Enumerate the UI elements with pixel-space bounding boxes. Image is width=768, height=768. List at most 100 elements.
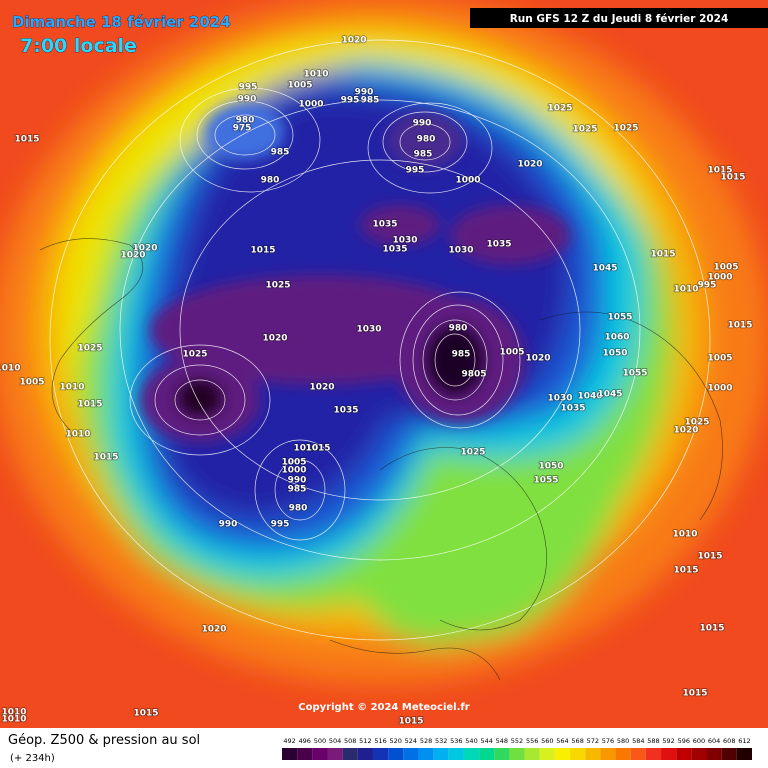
- isobar-label: 9805: [461, 370, 486, 380]
- isobar-label: 1010: [0, 364, 21, 374]
- isobar-label: 1015: [697, 552, 722, 562]
- colorbar-swatch: [418, 748, 434, 760]
- colorbar-swatch: [630, 748, 646, 760]
- colorbar-swatch: [282, 748, 298, 760]
- isobar-label: 1020: [341, 36, 366, 46]
- isobar-label: 1015: [77, 400, 102, 410]
- colorbar-swatch: [585, 748, 601, 760]
- isobar-label: 995: [341, 96, 360, 106]
- isobar-label: 1010: [673, 285, 698, 295]
- isobar-label: 1030: [547, 394, 572, 404]
- colorbar-swatch: [479, 748, 495, 760]
- isobar-label: 1025: [684, 418, 709, 428]
- isobar-label: 1015: [720, 173, 745, 183]
- isobar-label: 995: [698, 281, 717, 291]
- colorbar-swatch: [342, 748, 358, 760]
- isobar-label: 1020: [262, 334, 287, 344]
- colorbar-swatch: [721, 748, 737, 760]
- colorbar-swatch: [433, 748, 449, 760]
- colorbar-swatch: [570, 748, 586, 760]
- isobar-label: 1035: [333, 406, 358, 416]
- colorbar-tick-label: 604: [708, 737, 720, 745]
- isobar-label: 1015: [305, 444, 330, 454]
- colorbar-swatch: [736, 748, 752, 760]
- colorbar-swatch: [615, 748, 631, 760]
- isobar-label: 1010: [65, 430, 90, 440]
- isobar-label: 1035: [372, 220, 397, 230]
- isobar-label: 1035: [560, 404, 585, 414]
- isobar-label: 1015: [398, 717, 423, 727]
- colorbar-swatch: [691, 748, 707, 760]
- colorbar-tick-label: 540: [465, 737, 477, 745]
- colorbar-swatch: [554, 748, 571, 760]
- isobar-label: 1020: [673, 426, 698, 436]
- copyright: Copyright © 2024 Meteociel.fr: [298, 702, 469, 713]
- colorbar-swatch: [539, 748, 555, 760]
- run-info: Run GFS 12 Z du Jeudi 8 février 2024: [510, 13, 729, 25]
- colorbar-tick-label: 520: [389, 737, 401, 745]
- isobar-label: 1055: [533, 476, 558, 486]
- isobar-label: 995: [239, 83, 258, 93]
- field: [0, 0, 768, 728]
- colorbar-tick-label: 524: [405, 737, 417, 745]
- isobar-label: 990: [413, 119, 432, 129]
- colorbar-swatch: [312, 748, 328, 760]
- colorbar-tick-label: 560: [541, 737, 553, 745]
- isobar-label: 985: [414, 150, 433, 160]
- colorbar-tick-label: 528: [420, 737, 432, 745]
- colorbar-tick-label: 600: [693, 737, 705, 745]
- colorbar-tick-label: 500: [314, 737, 326, 745]
- isobar-label: 990: [288, 476, 307, 486]
- colorbar: 492 496 500 504 508 512 516 520 524 528 532 536 540 5…: [282, 737, 752, 760]
- colorbar-tick-label: 608: [723, 737, 735, 745]
- isobar-label: 1025: [77, 344, 102, 354]
- colorbar-swatch: [357, 748, 373, 760]
- legend-title: Géop. Z500 & pression au sol: [8, 733, 200, 748]
- isobar-label: 1020: [201, 625, 226, 635]
- isobar-label: 1010: [59, 383, 84, 393]
- isobar-label: 1020: [517, 160, 542, 170]
- colorbar-tick-label: 512: [359, 737, 371, 745]
- isobar-label: 1015: [133, 709, 158, 719]
- isobar-label: 1045: [592, 264, 617, 274]
- colorbar-tick-label: 496: [299, 737, 311, 745]
- isobar-label: 1035: [382, 245, 407, 255]
- isobar-label: 1000: [707, 384, 732, 394]
- isobar-label: 985: [288, 485, 307, 495]
- isobar-label: 990: [238, 95, 257, 105]
- isobar-label: 1025: [265, 281, 290, 291]
- isobar-label: 1010: [293, 444, 318, 454]
- colorbar-tick-label: 552: [511, 737, 523, 745]
- colorbar-tick-label: 564: [556, 737, 568, 745]
- isobar-label: 995: [271, 520, 290, 530]
- isobar-label: 1000: [281, 466, 306, 476]
- isobar-label: 1015: [650, 250, 675, 260]
- isobar-label: 995: [406, 166, 425, 176]
- colorbar-tick-label: 592: [662, 737, 674, 745]
- isobar-label: 1060: [604, 333, 629, 343]
- forecast-step: (+ 234h): [10, 753, 55, 764]
- isobar-label: 985: [271, 148, 290, 158]
- isobar-label: 1025: [572, 125, 597, 135]
- colorbar-swatch: [463, 748, 480, 760]
- isobar-label: 1040: [577, 392, 602, 402]
- isobar-label: 1010: [1, 708, 26, 718]
- isobar-label: 980: [261, 176, 280, 186]
- isobar-label: 980: [236, 116, 255, 126]
- isobar-label: 985: [361, 96, 380, 106]
- isobar-label: 1020: [525, 354, 550, 364]
- isobar-label: 1010: [672, 530, 697, 540]
- isobar-label: 1050: [538, 462, 563, 472]
- isobar-label: 980: [289, 504, 308, 514]
- isobar-label: 1025: [613, 124, 638, 134]
- colorbar-swatch: [448, 748, 464, 760]
- colorbar-swatch: [676, 748, 692, 760]
- isobar-label: 1020: [120, 251, 145, 261]
- isobar-label: 980: [417, 135, 436, 145]
- colorbar-tick-label: 548: [496, 737, 508, 745]
- colorbar-swatch: [706, 748, 722, 760]
- colorbar-tick-label: 596: [678, 737, 690, 745]
- colorbar-tick-label: 588: [647, 737, 659, 745]
- isobar-label: 1025: [182, 350, 207, 360]
